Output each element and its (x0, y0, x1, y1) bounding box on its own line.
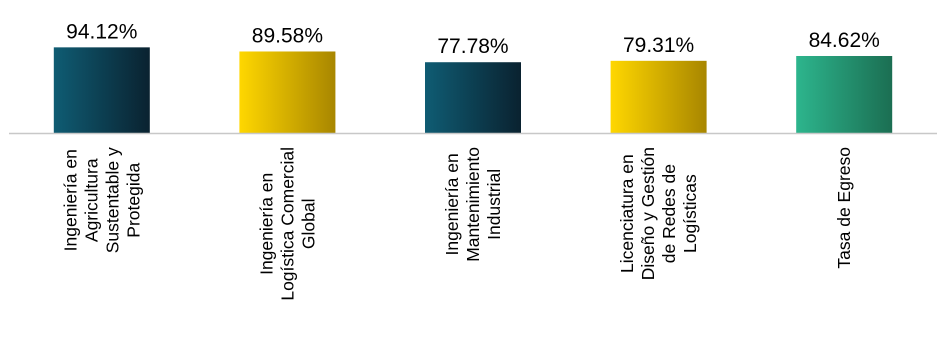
category-label-3: Ingeniería en Mantenimiento Industrial (442, 147, 504, 262)
category-label-line: Sustentable y (102, 147, 122, 253)
value-label-5: 84.62% (809, 29, 880, 52)
category-label-line: Diseño y Gestión (638, 147, 658, 280)
category-label-line: Industrial (484, 169, 504, 240)
category-label-1: Ingeniería en Agricultura Sustentable y Pro… (60, 147, 143, 253)
category-label-2: Ingeniería en Logística Comercial Global (256, 147, 318, 301)
bars-group (53, 47, 893, 134)
category-label-line: Tasa de Egreso (834, 147, 854, 269)
category-label-line: Logística Comercial (277, 147, 297, 301)
value-label-4: 79.31% (623, 34, 694, 57)
category-label-line: Global (298, 199, 318, 250)
category-label-line: Protegida (123, 163, 143, 238)
category-label-4: Licenciatura en Diseño y Gestión de Redes … (617, 147, 700, 280)
category-label-line: Logísticas (680, 174, 700, 253)
bar-1 (53, 47, 150, 133)
category-labels-group: Ingeniería en Agricultura Sustentable y Pro… (60, 147, 854, 301)
value-label-1: 94.12% (66, 20, 137, 43)
category-label-line: Ingeniería en (442, 153, 462, 255)
category-label-5: Tasa de Egreso (834, 147, 854, 269)
category-label-line: Licenciatura en (617, 154, 637, 273)
value-label-2: 89.58% (252, 24, 323, 47)
value-labels-group: 94.12% 89.58% 77.78% 79.31% 84.62% (66, 20, 880, 58)
value-label-3: 77.78% (437, 35, 508, 58)
bar-5 (796, 55, 893, 133)
category-label-line: Ingeniería en (256, 173, 276, 275)
bar-4 (610, 60, 707, 134)
bar-2 (239, 51, 336, 133)
category-label-line: de Redes de (659, 164, 679, 263)
bar-3 (425, 62, 521, 133)
category-label-line: Ingeniería en (60, 149, 80, 251)
category-label-line: Agricultura (81, 158, 101, 242)
category-label-line: Mantenimiento (463, 147, 483, 262)
